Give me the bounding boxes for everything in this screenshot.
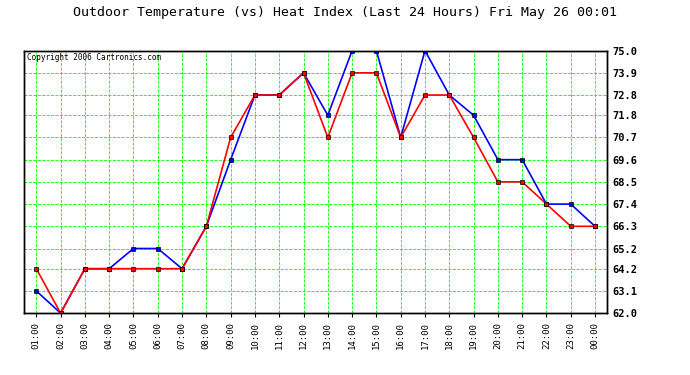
- Text: Copyright 2006 Cartronics.com: Copyright 2006 Cartronics.com: [27, 53, 161, 62]
- Text: Outdoor Temperature (vs) Heat Index (Last 24 Hours) Fri May 26 00:01: Outdoor Temperature (vs) Heat Index (Las…: [73, 6, 617, 19]
